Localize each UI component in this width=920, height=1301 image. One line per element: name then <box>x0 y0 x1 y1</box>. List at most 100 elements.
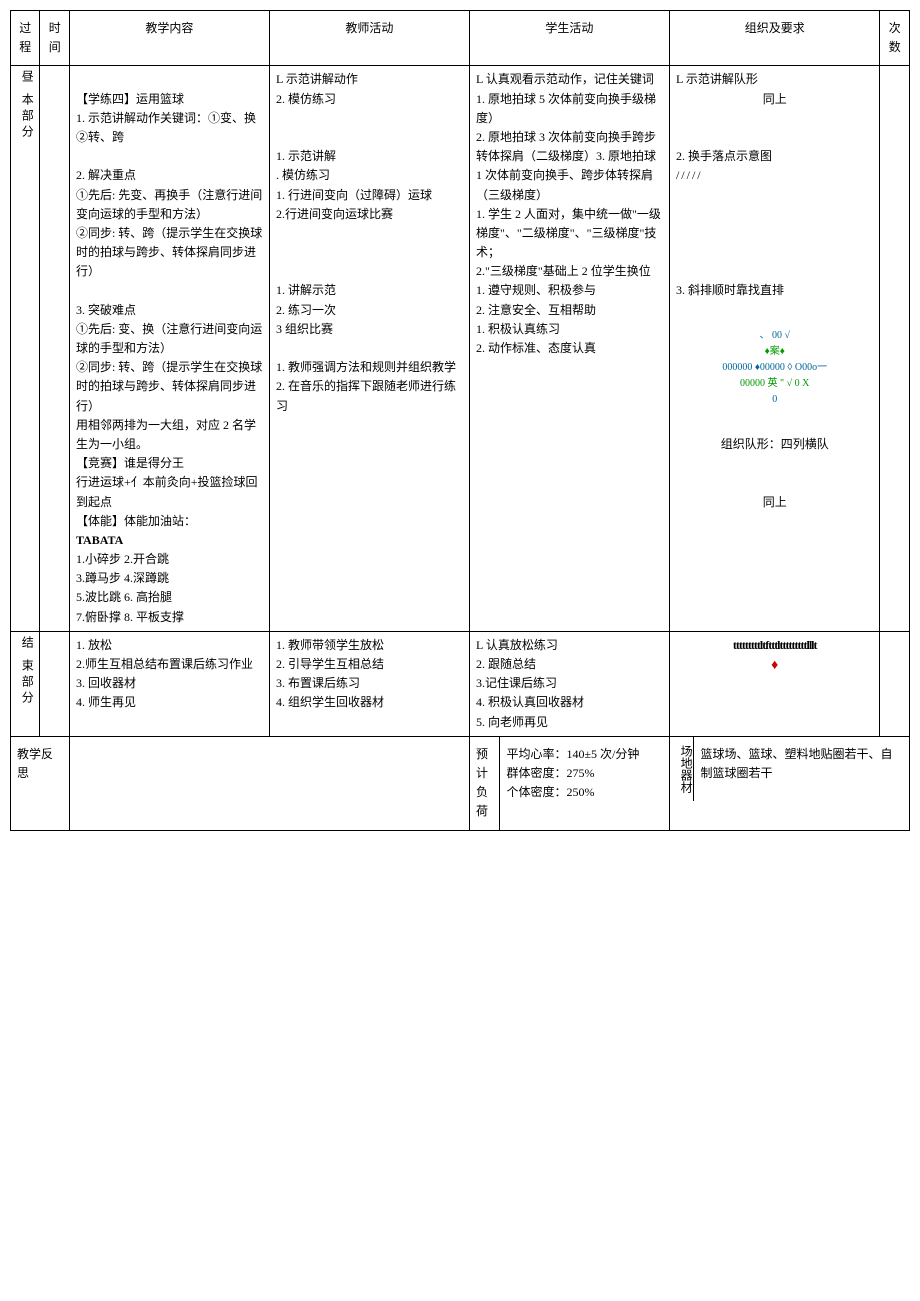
decorative-pattern: 、 00 √ ♦案♦ 000000 ♦00000 ◊ O00o一 00000 英… <box>676 328 874 408</box>
end-content-line1: 1. 放松 <box>76 636 263 655</box>
student-line6: 1. 遵守规则、积极参与 <box>476 281 663 300</box>
student-line1: L 认真观看示范动作，记住关键词 <box>476 70 663 89</box>
header-count: 次数 <box>880 11 910 66</box>
venue-cell: 场地器材 篮球场、篮球、塑料地贴圈若干、自制篮球圈若干 <box>669 736 909 830</box>
end-process-label: 结 束部分 <box>17 636 36 707</box>
main-section-row: 昼 本部分 【学练四】运用篮球 1. 示范讲解动作关键词：①变、换 ②转、跨 2… <box>11 66 910 631</box>
deco5: 0 <box>676 392 874 408</box>
main-process-cell: 昼 本部分 <box>11 66 40 631</box>
reflection-content-cell <box>69 736 469 830</box>
content-line14: 7.俯卧撑 8. 平板支撑 <box>76 608 263 627</box>
end-org-ttt: tttttttttltftttltttttttttlllt <box>676 636 874 655</box>
teacher-line1: L 示范讲解动作 <box>276 70 463 89</box>
heart-rate: 平均心率：140±5 次/分钟 <box>506 745 663 764</box>
main-org-cell: L 示范讲解队形 同上 2. 换手落点示意图 ///// 3. 斜排顺时靠找直排… <box>669 66 880 631</box>
teacher-line10: 1. 教师强调方法和规则并组织教学 <box>276 358 463 377</box>
org-line5: 组织队形：四列横队 <box>676 435 874 454</box>
teacher-line7: 1. 讲解示范 <box>276 281 463 300</box>
lesson-plan-table: 过程 时间 教学内容 教师活动 学生活动 组织及要求 次数 昼 本部分 【学练四… <box>10 10 910 831</box>
header-process: 过程 <box>11 11 40 66</box>
content-line9: 用相邻两排为一大组，对应 2 名学生为一小组。 <box>76 416 263 454</box>
content-line1: 1. 示范讲解动作关键词：①变、换 <box>76 109 263 128</box>
content-line6: 3. 突破难点 <box>76 301 263 320</box>
end-content-line2: 2.师生互相总结布置课后练习作业 <box>76 655 263 674</box>
content-line4: ①先后: 先变、再换手（注意行进间变向运球的手型和方法） <box>76 186 263 224</box>
end-teacher-cell: 1. 教师带领学生放松 2. 引导学生互相总结 3. 布置课后练习 4. 组织学… <box>269 631 469 736</box>
student-line2: 1. 原地拍球 5 次体前变向换手级梯度） <box>476 90 663 128</box>
teacher-line9: 3 组织比赛 <box>276 320 463 339</box>
load-cell: 预计 负荷 平均心率：140±5 次/分钟 群体密度：275% 个体密度：250… <box>469 736 669 830</box>
student-line8: 1. 积极认真练习 <box>476 320 663 339</box>
header-teaching-content: 教学内容 <box>69 11 269 66</box>
org-line4: 3. 斜排顺时靠找直排 <box>676 281 874 300</box>
content-title3: 【体能】体能加油站： <box>76 512 263 531</box>
end-time-cell <box>40 631 69 736</box>
content-title2: 【竞赛】谁是得分王 <box>76 454 263 473</box>
end-teacher-line3: 3. 布置课后练习 <box>276 674 463 693</box>
main-teacher-cell: L 示范讲解动作 2. 模仿练习 1. 示范讲解 . 模仿练习 1. 行进间变向… <box>269 66 469 631</box>
individual-density: 个体密度：250% <box>506 783 663 802</box>
deco3: 000000 ♦00000 ◊ O00o一 <box>676 360 874 376</box>
teacher-line6: 2.行进间变向运球比赛 <box>276 205 463 224</box>
org-slashes: ///// <box>676 166 874 185</box>
student-line4: 1. 学生 2 人面对，集中统一做"一级梯度"、"二级梯度"、"三级梯度"技术； <box>476 205 663 263</box>
content-line5: ②同步: 转、跨（提示学生在交换球时的拍球与跨步、转体探肩同步进行） <box>76 224 263 282</box>
reflection-label: 教学反思 <box>17 747 53 780</box>
header-time: 时间 <box>40 11 69 66</box>
org-line3: 2. 换手落点示意图 <box>676 147 874 166</box>
load-label: 负荷 <box>476 783 494 821</box>
teacher-line4: . 模仿练习 <box>276 166 463 185</box>
content-line7: ①先后: 变、换（注意行进间变向运球的手型和方法） <box>76 320 263 358</box>
teacher-line3: 1. 示范讲解 <box>276 147 463 166</box>
org-line2: 同上 <box>676 90 874 109</box>
end-student-line5: 5. 向老师再见 <box>476 713 663 732</box>
end-count-cell <box>880 631 910 736</box>
end-teacher-line1: 1. 教师带领学生放松 <box>276 636 463 655</box>
content-line10: 行进运球+亻本前灸向+投篮捡球回到起点 <box>76 473 263 511</box>
deco4: 00000 英 " √ 0 X <box>676 376 874 392</box>
end-student-line1: L 认真放松练习 <box>476 636 663 655</box>
org-line6: 同上 <box>676 493 874 512</box>
content-line3: 2. 解决重点 <box>76 166 263 185</box>
main-count-cell <box>880 66 910 631</box>
end-org-cell: tttttttttltftttltttttttttlllt ♦ <box>669 631 880 736</box>
content-line2: ②转、跨 <box>76 128 263 147</box>
end-teacher-line4: 4. 组织学生回收器材 <box>276 693 463 712</box>
student-line9: 2. 动作标准、态度认真 <box>476 339 663 358</box>
load-prefix: 预计 <box>476 745 494 783</box>
content-tabata: TABATA <box>76 531 263 550</box>
end-teacher-line2: 2. 引导学生互相总结 <box>276 655 463 674</box>
end-student-line4: 4. 积极认真回收器材 <box>476 693 663 712</box>
main-time-cell <box>40 66 69 631</box>
end-student-cell: L 认真放松练习 2. 跟随总结 3.记住课后练习 4. 积极认真回收器材 5.… <box>469 631 669 736</box>
main-content-cell: 【学练四】运用篮球 1. 示范讲解动作关键词：①变、换 ②转、跨 2. 解决重点… <box>69 66 269 631</box>
end-section-row: 结 束部分 1. 放松 2.师生互相总结布置课后练习作业 3. 回收器材 4. … <box>11 631 910 736</box>
teacher-line11: 2. 在音乐的指挥下跟随老师进行练习 <box>276 377 463 415</box>
content-line13: 5.波比跳 6. 高抬腿 <box>76 588 263 607</box>
content-line8: ②同步: 转、跨（提示学生在交换球时的拍球与跨步、转体探肩同步进行） <box>76 358 263 416</box>
end-student-line3: 3.记住课后练习 <box>476 674 663 693</box>
header-row: 过程 时间 教学内容 教师活动 学生活动 组织及要求 次数 <box>11 11 910 66</box>
end-content-cell: 1. 放松 2.师生互相总结布置课后练习作业 3. 回收器材 4. 师生再见 <box>69 631 269 736</box>
content-title1: 【学练四】运用篮球 <box>76 90 263 109</box>
deco2: ♦案♦ <box>676 344 874 360</box>
teacher-line2: 2. 模仿练习 <box>276 90 463 109</box>
deco1: 、 00 √ <box>676 328 874 344</box>
header-student-activity: 学生活动 <box>469 11 669 66</box>
venue-content: 篮球场、篮球、塑料地贴圈若干、自制篮球圈若干 <box>700 747 892 780</box>
content-line11: 1.小碎步 2.开合跳 <box>76 550 263 569</box>
end-student-line2: 2. 跟随总结 <box>476 655 663 674</box>
student-line3: 2. 原地拍球 3 次体前变向换手跨步转体探肩（二级梯度）3. 原地拍球 1 次… <box>476 128 663 205</box>
venue-label: 场地器材 <box>676 745 695 793</box>
footer-row: 教学反思 预计 负荷 平均心率：140±5 次/分钟 群体密度：275% 个体密… <box>11 736 910 830</box>
student-line5: 2."三级梯度"基础上 2 位学生换位 <box>476 262 663 281</box>
header-organization: 组织及要求 <box>669 11 880 66</box>
teacher-line8: 2. 练习一次 <box>276 301 463 320</box>
end-org-diamond: ♦ <box>676 655 874 677</box>
header-teacher-activity: 教师活动 <box>269 11 469 66</box>
end-process-cell: 结 束部分 <box>11 631 40 736</box>
reflection-label-cell: 教学反思 <box>11 736 70 830</box>
main-process-label: 昼 本部分 <box>17 70 36 141</box>
content-line12: 3.蹲马步 4.深蹲跳 <box>76 569 263 588</box>
org-line1: L 示范讲解队形 <box>676 70 874 89</box>
